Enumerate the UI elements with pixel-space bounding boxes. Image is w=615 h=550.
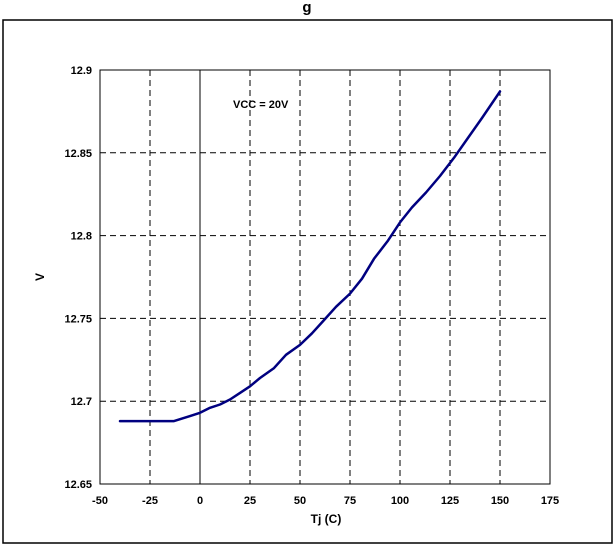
y-tick-label: 12.8	[71, 231, 92, 243]
x-tick-label: 150	[491, 495, 509, 507]
y-tick-label: 12.9	[71, 65, 92, 77]
y-tick-label: 12.75	[64, 313, 92, 325]
x-tick-label: 175	[541, 495, 559, 507]
x-tick-label: -50	[92, 495, 108, 507]
y-axis-label: V	[33, 273, 47, 281]
plot-area	[100, 70, 550, 484]
series-line	[118, 90, 502, 423]
chart-title: g	[302, 0, 311, 16]
y-tick-label: 12.7	[71, 396, 92, 408]
y-tick-label: 12.85	[64, 148, 92, 160]
y-tick-labels: 12.65 12.7 12.75 12.8 12.85 12.9	[64, 65, 92, 491]
x-tick-label: 75	[344, 495, 356, 507]
x-tick-label: 0	[197, 495, 203, 507]
series-layer	[118, 90, 502, 423]
x-tick-label: 125	[441, 495, 459, 507]
grid-lines	[100, 70, 550, 484]
plot-border	[99, 69, 551, 485]
x-tick-label: 25	[244, 495, 256, 507]
vcc-annotation: VCC = 20V	[233, 99, 289, 111]
x-tick-label: 50	[294, 495, 306, 507]
x-axis-label: Tj (C)	[311, 512, 342, 526]
x-tick-label: 100	[391, 495, 409, 507]
y-tick-label: 12.65	[64, 479, 92, 491]
x-tick-label: -25	[142, 495, 158, 507]
x-tick-labels: -50 -25 0 25 50 75 100 125 150 175	[92, 495, 559, 507]
